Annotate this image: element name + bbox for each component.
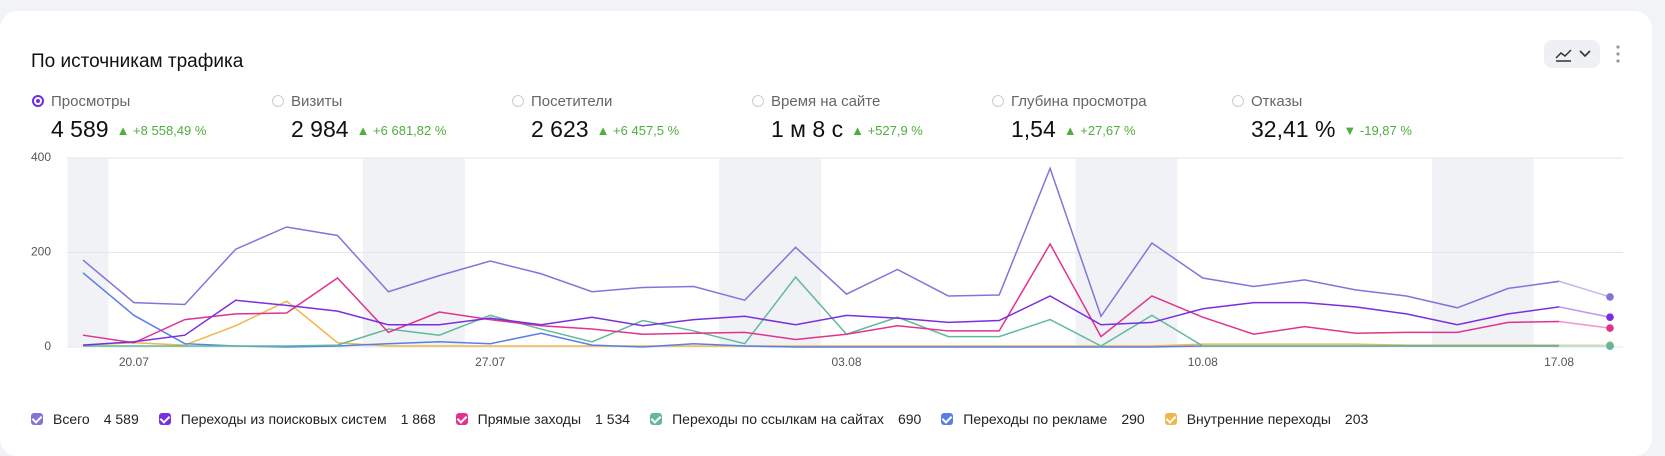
series-line	[82, 295, 1611, 346]
metric-value: 4 589 ▲ +8 558,49 %	[51, 116, 206, 143]
metric-value: 2 984 ▲ +6 681,82 %	[291, 116, 446, 143]
change-text: -19,87 %	[1359, 123, 1412, 138]
x-tick-label: 20.07	[119, 355, 149, 369]
arrow: ▲	[596, 123, 614, 138]
icon	[1555, 49, 1591, 62]
checkbox[interactable]	[941, 413, 954, 425]
series-line	[83, 275, 1610, 347]
arrow: ▼	[1343, 123, 1360, 138]
arrow: ▲	[356, 123, 374, 138]
arrow: ▲	[851, 123, 868, 138]
y-tick-label: 200	[31, 245, 51, 259]
change-text: +6 457,5 %	[613, 123, 680, 138]
arrow: ▲	[1063, 123, 1081, 138]
x-tick-label: 27.07	[475, 355, 505, 369]
radio[interactable]	[992, 95, 1004, 107]
metric-name: Визиты	[291, 93, 343, 110]
legend-item[interactable]: Переходы по рекламе 290	[941, 411, 1145, 427]
metric-name: Глубина просмотра	[1011, 93, 1147, 110]
metric-value: 1,54 ▲ +27,67 %	[1011, 116, 1136, 143]
x-tick-label: 17.08	[1544, 355, 1574, 369]
x-tick-label: 10.08	[1188, 355, 1218, 369]
change-text: +27,67 %	[1080, 123, 1136, 138]
y-tick-label: 0	[44, 339, 51, 353]
metric-change: ▲ +6 681,82 %	[357, 123, 447, 138]
checkbox[interactable]	[650, 413, 663, 425]
legend-name: Переходы по рекламе	[963, 411, 1108, 427]
metric-name: Отказы	[1251, 93, 1303, 110]
chart-type-button[interactable]	[1544, 40, 1600, 68]
metric-value: 32,41 % ▼ -19,87 %	[1251, 116, 1412, 143]
legend-name: Переходы по ссылкам на сайтах	[672, 411, 884, 427]
legend-item[interactable]: Переходы по ссылкам на сайтах 690	[650, 411, 921, 427]
legend-item[interactable]: Переходы из поисковых систем 1 868	[158, 411, 436, 427]
metric-number: 4 589	[51, 116, 109, 142]
legend-total: 290	[1121, 411, 1145, 427]
checkbox[interactable]	[1164, 413, 1177, 425]
legend-name: Внутренние переходы	[1186, 411, 1331, 427]
metric-number: 32,41 %	[1251, 116, 1336, 142]
series-line	[82, 300, 1610, 347]
change-text: +6 681,82 %	[373, 123, 447, 138]
radio[interactable]	[32, 95, 44, 107]
legend-name: Переходы из поисковых систем	[180, 411, 387, 427]
y-tick-label: 400	[31, 150, 51, 164]
legend-total: 203	[1344, 411, 1369, 427]
metric-change: ▲ +527,9 %	[851, 123, 923, 138]
legend: Всего 4 589 Переходы из поисковых систем 1 …	[31, 411, 1368, 427]
menu-icon[interactable]	[1613, 44, 1623, 64]
metric-change: ▲ +6 457,5 %	[597, 123, 680, 138]
metric-number: 1,54	[1011, 116, 1056, 142]
radio[interactable]	[1232, 95, 1244, 107]
chart: 0 200 400 20.07 27.07 03.08 10.08 17.08	[31, 150, 1623, 369]
checkbox[interactable]	[455, 413, 468, 425]
series-line	[82, 242, 1611, 344]
legend-total: 1 534	[595, 411, 631, 427]
legend-item[interactable]: Внутренние переходы 203	[1164, 411, 1369, 427]
checkbox[interactable]	[158, 413, 171, 425]
metric-name: Просмотры	[51, 93, 131, 110]
series-line	[82, 166, 1611, 318]
metric-number: 2 984	[291, 116, 349, 142]
arrow: ▲	[116, 123, 134, 138]
legend-item[interactable]: Всего 4 589	[31, 411, 139, 427]
metric-change: ▲ +27,67 %	[1064, 123, 1136, 138]
end-dot	[1606, 324, 1614, 332]
change-text: +8 558,49 %	[133, 123, 207, 138]
legend-total: 1 868	[400, 411, 436, 427]
x-tick-label: 03.08	[831, 355, 861, 369]
end-dot	[1606, 342, 1614, 350]
incomplete-overlay	[1558, 305, 1611, 319]
metric-value: 2 623 ▲ +6 457,5 %	[531, 116, 679, 143]
metric-name: Посетители	[531, 93, 613, 110]
incomplete-overlay	[1558, 280, 1611, 298]
card: По источникам трафика Просмотры 4 589 ▲ +8…	[0, 11, 1652, 456]
legend-name: Прямые заходы	[477, 411, 582, 427]
checkbox[interactable]	[31, 413, 43, 425]
radio[interactable]	[512, 95, 524, 107]
radio[interactable]	[752, 95, 764, 107]
incomplete-overlay	[1558, 320, 1611, 330]
legend-name: Всего	[53, 411, 90, 427]
legend-total: 4 589	[103, 411, 139, 427]
end-dot	[1606, 313, 1614, 322]
metric-change: ▼ -19,87 %	[1343, 123, 1412, 138]
legend-item[interactable]: Прямые заходы 1 534	[455, 411, 631, 427]
change-text: +527,9 %	[867, 123, 923, 138]
metric-name: Время на сайте	[771, 93, 881, 110]
legend-total: 690	[897, 411, 922, 427]
end-dot	[1606, 293, 1614, 301]
metric-value: 1 м 8 с ▲ +527,9 %	[771, 116, 923, 143]
radio[interactable]	[272, 95, 284, 107]
metric-number: 1 м 8 с	[771, 116, 844, 142]
metric-change: ▲ +8 558,49 %	[117, 123, 207, 138]
widget-title: По источникам трафика	[31, 51, 244, 72]
metric-number: 2 623	[531, 116, 589, 142]
